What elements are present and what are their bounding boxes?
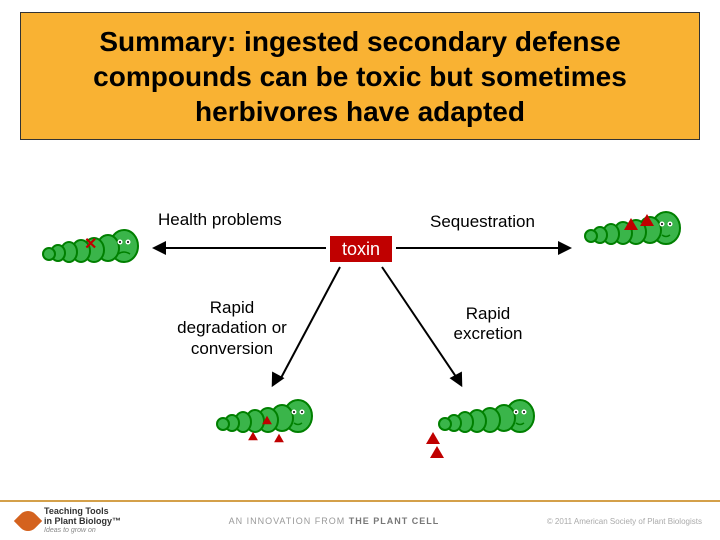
title-text: Summary: ingested secondary defense comp… xyxy=(39,24,681,129)
footer-mid-pre: AN INNOVATION FROM xyxy=(229,516,349,526)
toxin-marker-icon xyxy=(426,432,440,444)
label-health-problems: Health problems xyxy=(158,210,282,230)
arrow-to-health xyxy=(162,247,326,249)
caterpillar-sick: ✕ xyxy=(36,218,141,268)
sick-icon: ✕ xyxy=(84,234,97,254)
footer-copyright: © 2011 American Society of Plant Biologi… xyxy=(547,517,702,526)
caterpillar-sequestration xyxy=(578,200,683,250)
footer-bar: Teaching Tools in Plant Biology™ Ideas t… xyxy=(0,500,720,540)
brand-tagline: Ideas to grow on xyxy=(44,527,121,535)
toxin-marker-icon xyxy=(274,434,284,442)
arrow-head-health xyxy=(152,241,166,255)
label-sequestration: Sequestration xyxy=(430,212,535,232)
toxin-marker-icon xyxy=(624,218,638,230)
toxin-marker-icon xyxy=(248,432,258,440)
title-banner: Summary: ingested secondary defense comp… xyxy=(20,12,700,140)
toxin-marker-icon xyxy=(640,214,654,226)
caterpillar-excretion xyxy=(432,388,572,458)
footer-brand: Teaching Tools in Plant Biology™ Ideas t… xyxy=(18,507,121,534)
arrow-to-sequestration xyxy=(396,247,560,249)
footer-brand-text: Teaching Tools in Plant Biology™ Ideas t… xyxy=(44,507,121,534)
toxin-label: toxin xyxy=(342,239,380,260)
brand-line1: Teaching Tools xyxy=(44,506,109,516)
toxin-marker-icon xyxy=(262,416,272,424)
footer-attribution: AN INNOVATION FROM THE PLANT CELL xyxy=(229,516,440,526)
label-excretion: Rapid excretion xyxy=(438,304,538,345)
toxin-marker-icon xyxy=(430,446,444,458)
brand-line2: in Plant Biology xyxy=(44,516,112,526)
arrow-head-sequestration xyxy=(558,241,572,255)
footer-mid-bold: THE PLANT CELL xyxy=(349,516,440,526)
label-degradation: Rapid degradation or conversion xyxy=(172,298,292,359)
leaf-logo-icon xyxy=(14,507,42,535)
caterpillar-degradation xyxy=(210,388,315,448)
toxin-box: toxin xyxy=(330,236,392,262)
